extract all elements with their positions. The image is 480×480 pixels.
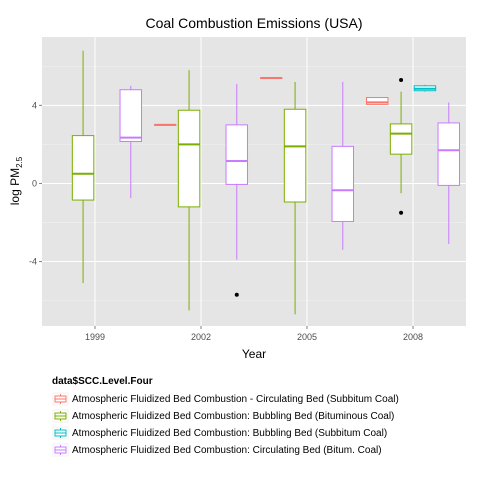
box bbox=[389, 123, 413, 155]
box bbox=[71, 135, 95, 201]
box bbox=[365, 97, 389, 105]
box bbox=[283, 108, 307, 203]
box bbox=[177, 109, 201, 208]
axis-ticks: -4 0 4 1999 2002 2005 2008 bbox=[29, 100, 423, 342]
x-axis-label: Year bbox=[242, 347, 266, 361]
legend-title: data$SCC.Level.Four bbox=[52, 376, 153, 387]
x-tick-label: 2005 bbox=[297, 332, 317, 342]
y-tick-label: 4 bbox=[32, 100, 37, 110]
y-axis-label-main: log PM bbox=[8, 168, 22, 205]
series-group bbox=[413, 84, 437, 92]
chart-title: Coal Combustion Emissions (USA) bbox=[145, 15, 362, 31]
outlier-point bbox=[399, 210, 404, 215]
plot-panel bbox=[42, 37, 466, 326]
series-group bbox=[71, 50, 413, 315]
series-group bbox=[153, 77, 389, 126]
legend-item: Atmospheric Fluidized Bed Combustion - C… bbox=[52, 392, 399, 406]
y-axis-label: log PM2.5 bbox=[8, 156, 24, 205]
legend-label: Atmospheric Fluidized Bed Combustion: Ci… bbox=[72, 445, 382, 456]
series-group bbox=[119, 81, 461, 297]
legend-item: Atmospheric Fluidized Bed Combustion: Ci… bbox=[52, 443, 382, 457]
box bbox=[225, 124, 249, 185]
x-tick-label: 1999 bbox=[85, 332, 105, 342]
box bbox=[331, 145, 355, 223]
boxplot-layer bbox=[71, 50, 461, 315]
outlier-point bbox=[234, 292, 239, 297]
svg-text:log PM2.5: log PM2.5 bbox=[8, 156, 24, 205]
legend-item: Atmospheric Fluidized Bed Combustion: Bu… bbox=[52, 409, 394, 423]
box bbox=[437, 122, 461, 186]
panel-background bbox=[42, 37, 466, 326]
y-tick-label: -4 bbox=[29, 257, 37, 267]
x-tick-label: 2002 bbox=[191, 332, 211, 342]
y-tick-label: 0 bbox=[32, 178, 37, 188]
legend-label: Atmospheric Fluidized Bed Combustion: Bu… bbox=[72, 411, 394, 422]
legend-label: Atmospheric Fluidized Bed Combustion - C… bbox=[72, 394, 399, 405]
box bbox=[119, 89, 143, 142]
grid-lines bbox=[42, 37, 466, 326]
legend-item: Atmospheric Fluidized Bed Combustion: Bu… bbox=[52, 426, 387, 440]
legend-label: Atmospheric Fluidized Bed Combustion: Bu… bbox=[72, 428, 387, 439]
legend: data$SCC.Level.Four Atmospheric Fluidize… bbox=[52, 376, 399, 457]
x-tick-label: 2008 bbox=[403, 332, 423, 342]
outlier-point bbox=[399, 77, 404, 82]
y-axis-label-subscript: 2.5 bbox=[15, 156, 24, 168]
